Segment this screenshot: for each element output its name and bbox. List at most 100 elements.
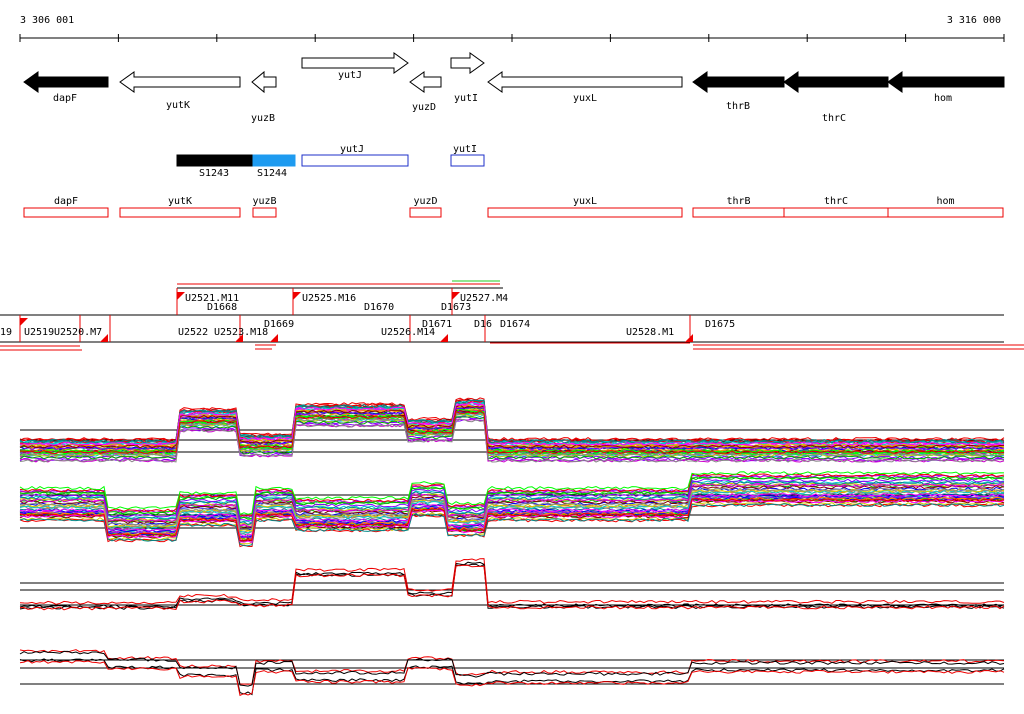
profile-line: [19, 418, 1005, 463]
profile-line: [19, 480, 1005, 525]
cds-label: hom: [936, 196, 954, 207]
gene-label: yutJ: [338, 70, 362, 81]
profile-line: [19, 563, 1005, 610]
gene-label: yutK: [166, 100, 190, 111]
profile-line: [20, 476, 1005, 520]
profile-line: [19, 399, 1005, 444]
profile-line: [19, 649, 1005, 685]
profile-line: [19, 410, 1005, 455]
cds-label: dapF: [54, 196, 78, 207]
gene-arrow: [23, 71, 109, 93]
segment-label: U2527.M4: [460, 293, 508, 304]
transcript: [301, 154, 409, 167]
gene-label: thrC: [822, 113, 846, 124]
profile-line: [19, 473, 1005, 517]
cds-box: [692, 207, 785, 218]
cds-label: yutK: [168, 196, 192, 207]
profile-line: [19, 487, 1005, 531]
gene-arrow: [301, 52, 409, 74]
profile-line: [19, 502, 1005, 547]
segment-label: U2522: [178, 327, 208, 338]
segment-flag: [100, 334, 108, 342]
profile-line: [19, 493, 1005, 537]
profile-line: [19, 403, 1005, 448]
segment-label: D1670: [364, 302, 394, 313]
ruler-end: 3 316 000: [947, 15, 1001, 26]
gene-arrow: [692, 71, 785, 93]
gene-arrow: [251, 70, 277, 94]
profile-line: [19, 405, 1005, 449]
cds-label: yuzD: [413, 196, 437, 207]
cds-box: [23, 207, 109, 218]
segment-label: D1674: [500, 319, 530, 330]
profile-line: [19, 650, 1005, 687]
gene-arrow: [450, 52, 485, 74]
transcript: [176, 154, 254, 167]
profile-line: [19, 499, 1005, 544]
segment-label: U2526.M14: [381, 327, 435, 338]
profile-line: [19, 406, 1005, 451]
profile-line: [19, 478, 1005, 522]
transcript-label: yutI: [453, 144, 477, 155]
segment-flag: [293, 292, 301, 300]
profile-line: [19, 497, 1005, 542]
segment-label: D1671: [422, 319, 452, 330]
segment-label: U2528.M1: [626, 327, 674, 338]
segment-label: D1669: [264, 319, 294, 330]
cds-label: yuzB: [252, 196, 276, 207]
profile-line: [19, 416, 1005, 460]
segment-flag: [270, 334, 278, 342]
transcript: [450, 154, 485, 167]
segment-label: U2525.M16: [302, 293, 356, 304]
transcript-label: S1244: [257, 168, 287, 179]
cds-box: [252, 207, 277, 218]
transcript-label: S1243: [199, 168, 229, 179]
ruler-start: 3 306 001: [20, 15, 74, 26]
profile-line: [19, 658, 1005, 696]
gene-arrow: [409, 71, 442, 93]
profile-line: [19, 561, 1005, 609]
cds-label: yuxL: [573, 196, 597, 207]
segment-label: U2520.M7: [54, 327, 102, 338]
profile-line: [19, 490, 1005, 534]
profile-line: [19, 412, 1005, 457]
segment-label: U2519: [24, 327, 54, 338]
segment-flag: [452, 292, 460, 300]
profile-line: [19, 399, 1005, 443]
cds-box: [409, 207, 442, 218]
cds-label: thrB: [726, 196, 750, 207]
gene-arrow: [887, 71, 1005, 93]
gene-label: yuxL: [573, 93, 597, 104]
segment-flag: [685, 334, 693, 342]
segment-flag: [20, 318, 28, 326]
cds-box: [487, 207, 683, 218]
profile-line: [19, 483, 1004, 528]
segment-flag: [235, 334, 243, 342]
gene-arrow: [783, 71, 889, 93]
profile-line: [19, 415, 1005, 460]
cds-box: [783, 207, 889, 218]
gene-arrow: [119, 71, 241, 93]
cds-box: [887, 207, 1004, 218]
profile-line: [19, 659, 1005, 697]
gene-label: thrB: [726, 101, 750, 112]
profile-line: [19, 398, 1005, 443]
cds-box: [119, 207, 241, 218]
gene-arrow: [487, 71, 683, 93]
profile-line: [19, 399, 1005, 443]
segment-label: D1675: [705, 319, 735, 330]
cds-label: thrC: [824, 196, 848, 207]
segment-label: D1668: [207, 302, 237, 313]
profile-line: [19, 470, 1005, 516]
segment-label: U2523.M18: [214, 327, 268, 338]
gene-label: hom: [934, 93, 952, 104]
transcript: [252, 154, 296, 167]
segment-label: D16: [474, 319, 492, 330]
profile-line: [19, 558, 1005, 605]
profile-line: [19, 397, 1005, 442]
profile-line: [19, 401, 1005, 446]
segment-flag: [440, 334, 448, 342]
gene-label: yuzD: [412, 102, 436, 113]
transcript-label: yutJ: [340, 144, 364, 155]
